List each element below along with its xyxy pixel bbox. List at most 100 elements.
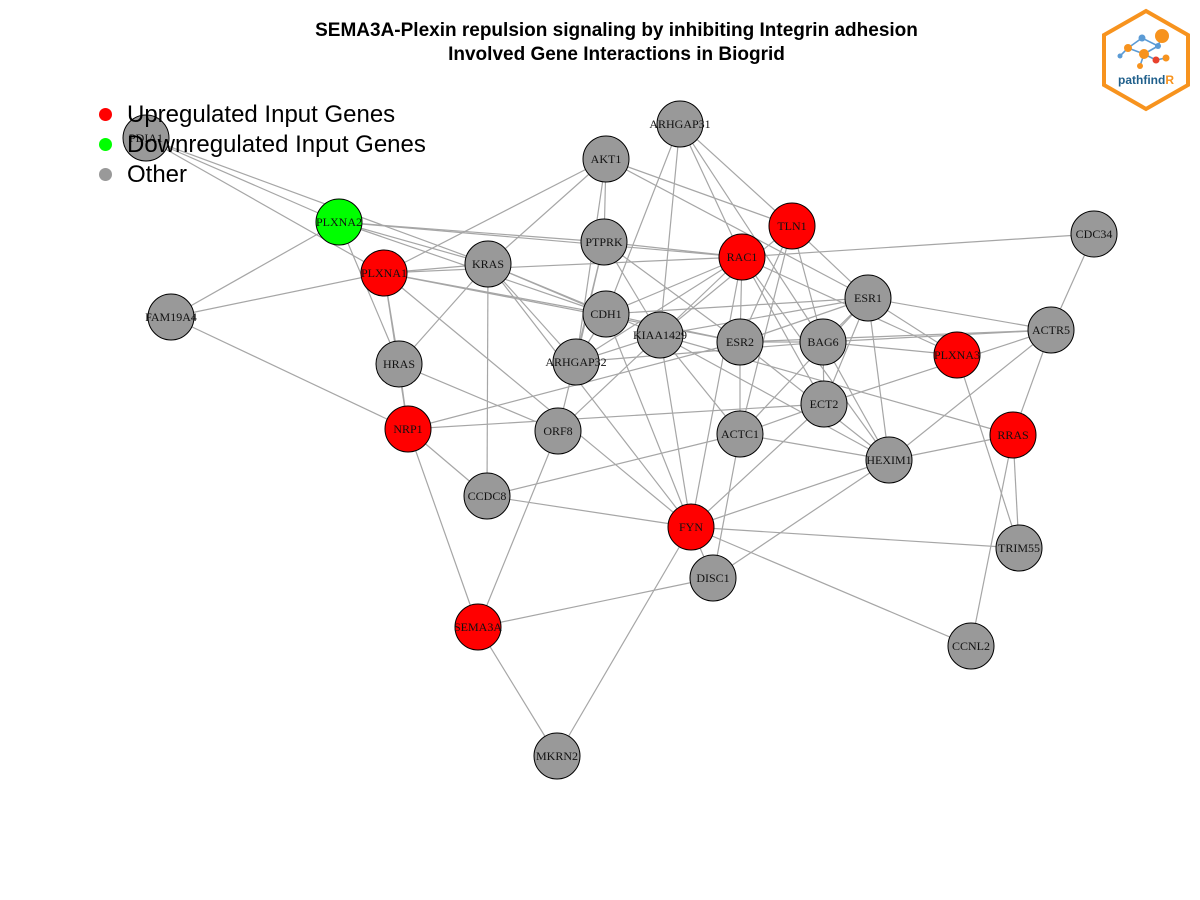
node-circle: [716, 318, 764, 366]
node-label: SEMA3A: [454, 620, 502, 634]
legend-dot-gray: [99, 168, 112, 181]
edge-tln1-actc1: [739, 225, 793, 435]
node-fam19a4: FAM19A4: [145, 293, 197, 341]
edge-ect2-nrp1: [407, 403, 825, 430]
edge-kras-fyn: [487, 263, 692, 528]
edge-plxna1-fyn: [383, 272, 692, 528]
node-circle: [552, 338, 600, 386]
edge-ccdc8-fyn: [486, 495, 692, 528]
edge-layer: [145, 123, 1095, 757]
node-label: ECT2: [810, 397, 839, 411]
node-plxna2: PLXNA2: [315, 198, 363, 246]
logo-text-accent: R: [1165, 73, 1174, 87]
node-circle: [947, 622, 995, 670]
node-ccnl2: CCNL2: [947, 622, 995, 670]
node-circle: [384, 405, 432, 453]
node-circle: [147, 293, 195, 341]
node-nrp1: NRP1: [384, 405, 432, 453]
node-bag6: BAG6: [799, 318, 847, 366]
edge-akt1-tln1: [605, 158, 793, 227]
node-label: KRAS: [472, 257, 504, 271]
node-pdia1: PDIA1: [122, 114, 170, 162]
legend-item-downregulated: Downregulated Input Genes: [96, 130, 426, 160]
pathfindr-logo: pathfindR: [1102, 8, 1190, 112]
node-circle: [1027, 306, 1075, 354]
node-plxna3: PLXNA3: [933, 331, 981, 379]
edge-pdia1-plxna2: [145, 137, 340, 223]
node-label: AKT1: [591, 152, 622, 166]
node-plxna1: PLXNA1: [360, 249, 408, 297]
node-circle: [582, 290, 630, 338]
node-circle: [360, 249, 408, 297]
edge-arhgap31-rac1: [679, 123, 743, 258]
edge-arhgap31-bag6: [679, 123, 824, 343]
node-circle: [375, 340, 423, 388]
edge-kras-kiaa1429: [487, 263, 661, 336]
edge-plxna1-rac1: [383, 256, 743, 274]
node-circle: [689, 554, 737, 602]
node-circle: [582, 135, 630, 183]
edge-rac1-cdh1: [605, 256, 743, 315]
node-disc1: DISC1: [689, 554, 737, 602]
edge-plxna2-fam19a4: [170, 221, 340, 318]
node-hras: HRAS: [375, 340, 423, 388]
node-circle: [656, 100, 704, 148]
node-circle: [667, 503, 715, 551]
node-label: BAG6: [807, 335, 838, 349]
logo-text: pathfind: [1118, 73, 1165, 87]
edge-kras-ccdc8: [486, 263, 489, 497]
edge-esr1-hexim1: [867, 297, 890, 461]
node-label: ACTR5: [1032, 323, 1070, 337]
edge-cdh1-esr1: [605, 297, 869, 315]
chart-title: SEMA3A-Plexin repulsion signaling by inh…: [315, 20, 918, 41]
node-circle: [533, 732, 581, 780]
edge-esr1-actr5: [867, 297, 1052, 331]
legend-dot-red: [99, 108, 112, 121]
edge-hexim1-fyn: [690, 459, 890, 528]
edge-arhgap31-cdh1: [605, 123, 681, 315]
node-mkrn2: MKRN2: [533, 732, 581, 780]
legend-label: Upregulated Input Genes: [127, 101, 396, 128]
node-label: MKRN2: [536, 749, 578, 763]
edge-rras-ccnl2: [970, 434, 1014, 647]
node-label: CDC34: [1076, 227, 1113, 241]
node-arhgap31: ARHGAP31: [649, 100, 711, 148]
node-circle: [865, 436, 913, 484]
node-hexim1: HEXIM1: [865, 436, 913, 484]
edge-cdh1-fyn: [605, 313, 692, 528]
node-label: PLXNA3: [934, 348, 980, 362]
node-circle: [989, 411, 1037, 459]
node-esr2: ESR2: [716, 318, 764, 366]
node-akt1: AKT1: [582, 135, 630, 183]
legend-item-upregulated: Upregulated Input Genes: [96, 100, 426, 130]
edge-plxna2-hras: [338, 221, 400, 365]
node-label: PDIA1: [129, 131, 163, 145]
node-label: ESR1: [854, 291, 882, 305]
chart-subtitle: Involved Gene Interactions in Biogrid: [448, 44, 785, 65]
node-sema3a: SEMA3A: [454, 603, 502, 651]
node-esr1: ESR1: [844, 274, 892, 322]
node-cdc34: CDC34: [1070, 210, 1118, 258]
edge-hras-orf8: [398, 363, 559, 432]
edge-bag6-actr5: [822, 329, 1052, 343]
edge-sema3a-disc1: [477, 577, 714, 628]
node-label: RAC1: [727, 250, 758, 264]
edge-arhgap31-kiaa1429: [659, 123, 681, 336]
node-arhgap32: ARHGAP32: [545, 338, 607, 386]
node-label: ACTC1: [721, 427, 759, 441]
legend-dot-green: [99, 138, 112, 151]
node-circle: [534, 407, 582, 455]
node-label: ESR2: [726, 335, 754, 349]
node-circle: [768, 202, 816, 250]
edge-bag6-arhgap32: [575, 341, 824, 363]
node-circle: [933, 331, 981, 379]
node-fyn: FYN: [667, 503, 715, 551]
node-label: PLXNA1: [361, 266, 407, 280]
node-label: ARHGAP32: [545, 355, 606, 369]
node-label: TLN1: [777, 219, 806, 233]
edge-esr1-actc1: [739, 297, 869, 435]
edge-nrp1-sema3a: [407, 428, 479, 628]
edge-akt1-kras: [487, 158, 607, 265]
node-label: ARHGAP31: [649, 117, 710, 131]
